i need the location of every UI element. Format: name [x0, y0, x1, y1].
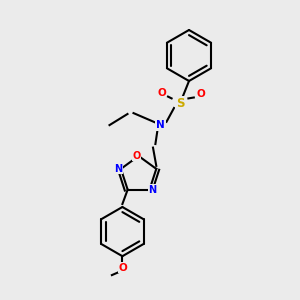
- Text: N: N: [148, 184, 157, 195]
- Text: N: N: [156, 120, 165, 130]
- Text: O: O: [132, 151, 140, 161]
- Text: O: O: [196, 89, 205, 99]
- Text: O: O: [118, 262, 127, 273]
- Text: N: N: [114, 164, 123, 174]
- Text: O: O: [157, 88, 166, 98]
- Text: S: S: [176, 97, 184, 110]
